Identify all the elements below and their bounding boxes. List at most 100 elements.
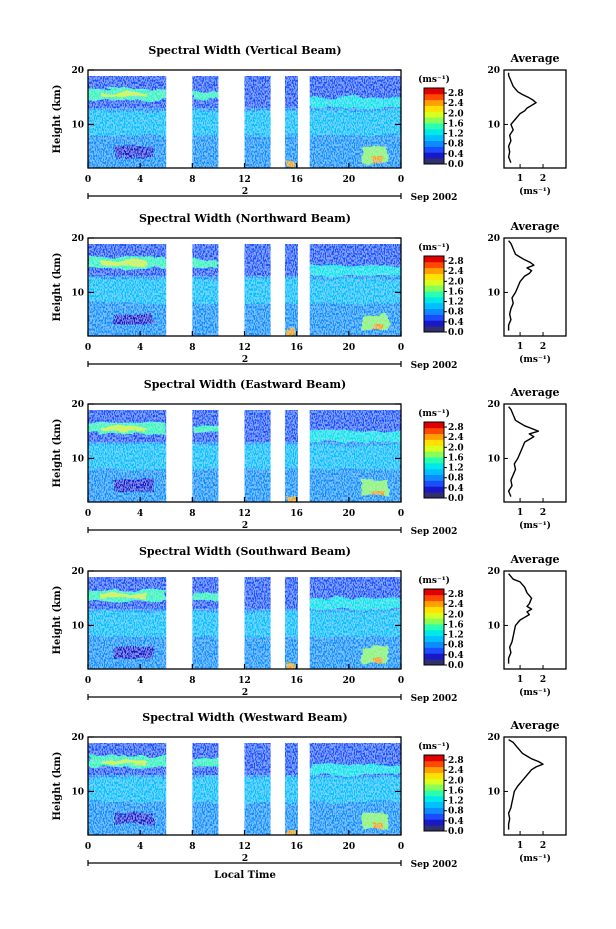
colorbar-tick-label: 0.8 bbox=[448, 140, 464, 150]
colorbar-swatch bbox=[424, 422, 444, 429]
average-height-tick-label: 10 bbox=[487, 288, 500, 298]
colorbar-swatch bbox=[424, 600, 444, 607]
average-profile-line bbox=[507, 573, 533, 664]
average-frame bbox=[503, 736, 567, 836]
height-axis-label: Height (km) bbox=[52, 419, 63, 488]
average-title: Average bbox=[509, 719, 559, 732]
colorbar-swatch bbox=[424, 801, 444, 809]
colorbar-tick-label: 2.8 bbox=[448, 590, 464, 600]
colorbar-swatch bbox=[424, 99, 444, 106]
heatmap-field bbox=[88, 238, 401, 336]
average-width-tick-label: 2 bbox=[540, 508, 546, 518]
average-width-tick-label: 2 bbox=[540, 841, 546, 851]
time-tick-label: 4 bbox=[137, 676, 143, 686]
heatmap-field bbox=[88, 404, 401, 502]
time-tick-label: 4 bbox=[137, 842, 143, 852]
data-gap bbox=[297, 238, 310, 336]
average-frame bbox=[503, 69, 567, 169]
data-gap bbox=[270, 571, 285, 669]
data-gap bbox=[166, 404, 193, 502]
average-frame bbox=[503, 570, 567, 670]
average-title: Average bbox=[509, 220, 559, 233]
data-gap bbox=[166, 238, 193, 336]
time-tick-label: 16 bbox=[290, 509, 303, 519]
average-xlabel: (ms⁻¹) bbox=[519, 853, 551, 864]
data-gap bbox=[297, 404, 310, 502]
average-profile-line bbox=[507, 72, 537, 163]
time-tick-label: 8 bbox=[189, 509, 195, 519]
colorbar-tick-label: 1.2 bbox=[448, 797, 464, 807]
colorbar-swatch bbox=[424, 302, 444, 310]
colorbar-swatch bbox=[424, 158, 444, 165]
date-number: 2 bbox=[242, 854, 248, 864]
colorbar-tick-label: 0.8 bbox=[448, 308, 464, 318]
colorbar-swatch bbox=[424, 629, 444, 637]
colorbar-swatch bbox=[424, 659, 444, 666]
time-tick-label: 0 bbox=[85, 175, 91, 185]
data-gap bbox=[297, 70, 310, 168]
time-tick-label: 12 bbox=[238, 343, 251, 353]
average-panel: Average 20 10 1 2 (ms⁻¹) bbox=[487, 553, 567, 698]
colorbar-unit: (ms⁻¹) bbox=[418, 575, 450, 586]
time-tick-label: 8 bbox=[189, 343, 195, 353]
average-xlabel: (ms⁻¹) bbox=[519, 520, 551, 531]
colorbar-swatch bbox=[424, 314, 444, 321]
average-height-tick-label: 10 bbox=[487, 120, 500, 130]
colorbar-swatch bbox=[424, 291, 444, 298]
colorbar-swatch bbox=[424, 267, 444, 274]
colorbar-tick-label: 0.4 bbox=[448, 150, 464, 160]
colorbar-tick-label: 0.8 bbox=[448, 807, 464, 817]
average-height-tick-label: 20 bbox=[487, 234, 500, 244]
colorbar-tick-label: 2.8 bbox=[448, 423, 464, 433]
average-width-tick-label: 2 bbox=[540, 174, 546, 184]
average-profile-line bbox=[507, 240, 535, 331]
date-label: Sep 2002 bbox=[411, 527, 458, 537]
top-missing bbox=[88, 238, 401, 244]
data-gap bbox=[218, 737, 245, 835]
colorbar-tick-label: 1.6 bbox=[448, 287, 464, 297]
height-axis-label: Height (km) bbox=[52, 586, 63, 655]
colorbar-swatch bbox=[424, 433, 444, 440]
data-gap bbox=[218, 571, 245, 669]
average-profile-line bbox=[507, 406, 540, 497]
colorbar-swatch bbox=[424, 93, 444, 101]
time-tick-label: 0 bbox=[398, 842, 404, 852]
colorbar-swatch bbox=[424, 123, 444, 130]
average-width-tick-label: 2 bbox=[540, 675, 546, 685]
colorbar-swatch bbox=[424, 653, 444, 660]
colorbar-unit: (ms⁻¹) bbox=[418, 741, 450, 752]
colorbar-frame bbox=[423, 421, 445, 499]
colorbar-swatch bbox=[424, 445, 444, 452]
average-panel: Average 20 10 1 2 (ms⁻¹) bbox=[487, 386, 567, 531]
colorbar-swatch bbox=[424, 451, 444, 458]
time-tick-label: 0 bbox=[85, 676, 91, 686]
time-tick-label: 12 bbox=[238, 509, 251, 519]
time-tick-label: 12 bbox=[238, 175, 251, 185]
height-tick-label: 10 bbox=[71, 120, 84, 130]
colorbar-tick-label: 1.2 bbox=[448, 464, 464, 474]
colorbar-tick-label: 0.4 bbox=[448, 484, 464, 494]
date-label: Sep 2002 bbox=[411, 361, 458, 371]
data-gap bbox=[270, 238, 285, 336]
colorbar-swatch bbox=[424, 819, 444, 826]
colorbar-tick-label: 1.2 bbox=[448, 130, 464, 140]
colorbar-tick-label: 2.0 bbox=[448, 610, 464, 620]
height-tick-label: 10 bbox=[71, 454, 84, 464]
data-gap bbox=[270, 70, 285, 168]
colorbar-swatch bbox=[424, 320, 444, 327]
colorbar-tick-label: 2.4 bbox=[448, 600, 464, 610]
panel-title: Spectral Width (Vertical Beam) bbox=[148, 44, 341, 57]
colorbar-swatch bbox=[424, 296, 444, 304]
top-missing bbox=[88, 70, 401, 76]
average-panel: Average 20 10 1 2 (ms⁻¹) bbox=[487, 52, 567, 197]
data-gap bbox=[218, 404, 245, 502]
time-tick-label: 4 bbox=[137, 175, 143, 185]
colorbar-tick-label: 2.8 bbox=[448, 257, 464, 267]
colorbar-swatch bbox=[424, 618, 444, 625]
colorbar-swatch bbox=[424, 457, 444, 464]
average-width-tick-label: 1 bbox=[517, 508, 523, 518]
colorbar-swatch bbox=[424, 772, 444, 779]
colorbar-swatch bbox=[424, 308, 444, 315]
height-tick-label: 20 bbox=[71, 733, 84, 743]
time-tick-label: 20 bbox=[343, 676, 356, 686]
